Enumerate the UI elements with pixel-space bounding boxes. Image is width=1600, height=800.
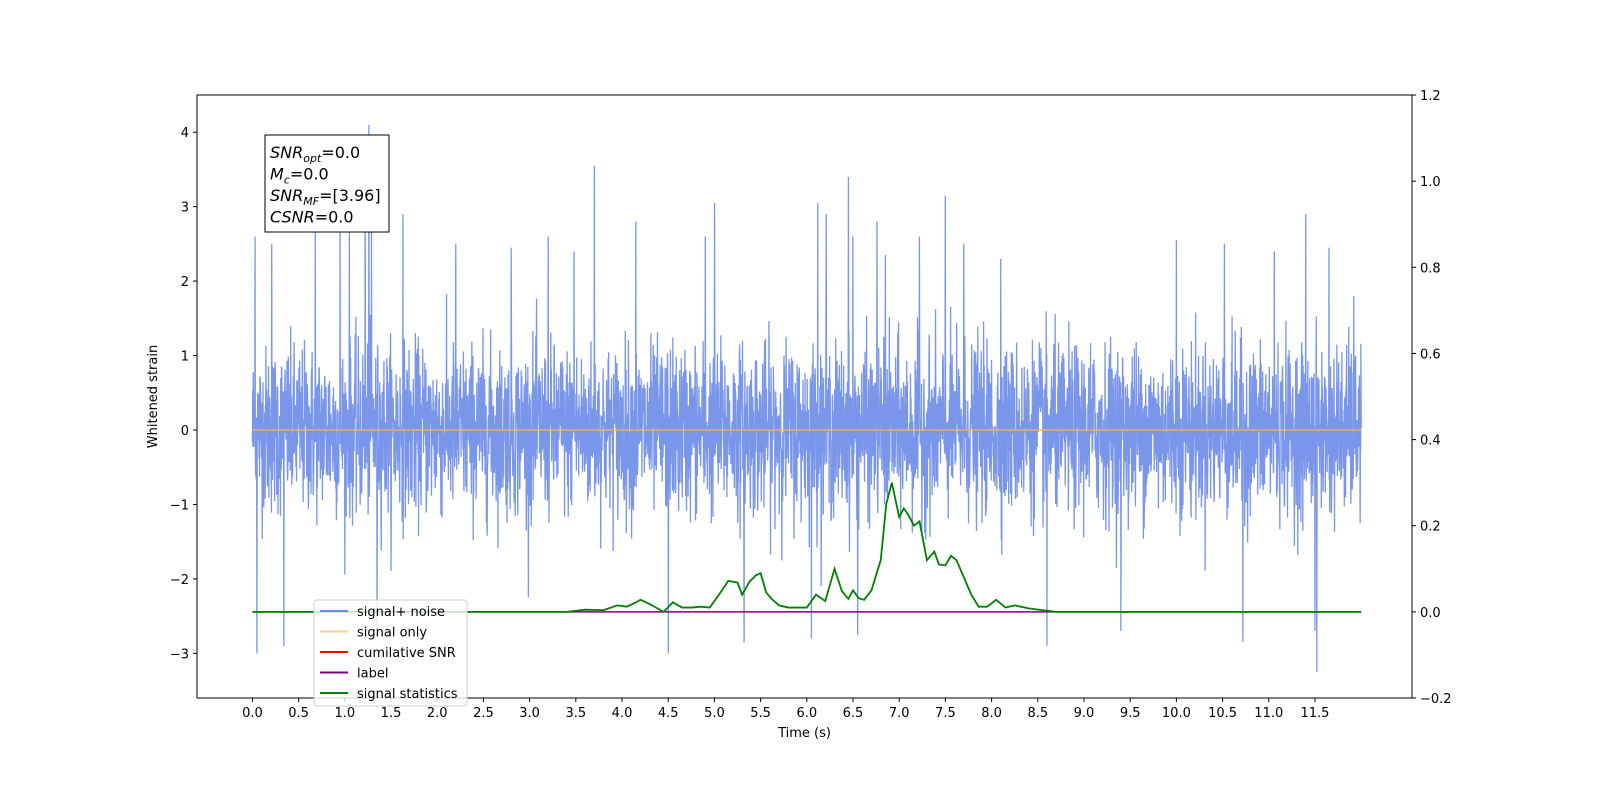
x-tick-label: 10.5 bbox=[1208, 706, 1237, 721]
legend-frame bbox=[313, 599, 468, 707]
x-tick-label: 11.5 bbox=[1301, 706, 1330, 721]
annotation-line: CSNR=0.0 bbox=[270, 208, 354, 227]
annotation-line: SNRopt=0.0 bbox=[270, 143, 360, 165]
x-axis: 0.0 0.5 1.0 1.5 2.0 2.5 3.0 3.5 4.0 4.5 5.0 5.5 6.0 6… bbox=[242, 698, 1329, 721]
y-right-tick-label: 1.0 bbox=[1420, 175, 1441, 190]
x-tick-label: 5.5 bbox=[750, 706, 771, 721]
annotation-value: =0.0 bbox=[321, 143, 360, 162]
legend-label: signal only bbox=[357, 626, 427, 641]
annotation-subscript: MF bbox=[303, 195, 319, 208]
x-tick-label: 3.0 bbox=[519, 706, 540, 721]
y-axis-left: −3 −2 −1 0 1 2 3 4 bbox=[170, 126, 197, 662]
annotation-subscript: c bbox=[284, 174, 290, 187]
x-tick-label: 1.0 bbox=[334, 706, 355, 721]
x-tick-label: 9.0 bbox=[1074, 706, 1095, 721]
annotation-line: Mc=0.0 bbox=[270, 165, 329, 187]
y-right-tick-label: 0.4 bbox=[1420, 434, 1441, 449]
x-tick-label: 2.5 bbox=[473, 706, 494, 721]
y-left-tick-label: −3 bbox=[170, 647, 189, 662]
x-tick-label: 7.0 bbox=[889, 706, 910, 721]
legend-label: signal+ noise bbox=[357, 605, 445, 620]
x-tick-label: 1.5 bbox=[381, 706, 402, 721]
x-tick-label: 11.0 bbox=[1254, 706, 1283, 721]
x-tick-label: 5.0 bbox=[704, 706, 725, 721]
y-left-tick-label: −1 bbox=[170, 498, 189, 513]
x-tick-label: 2.0 bbox=[427, 706, 448, 721]
annotation-value: =0.0 bbox=[290, 165, 329, 184]
annotation-subscript: opt bbox=[303, 152, 322, 165]
annotation-symbol: CSNR bbox=[270, 208, 315, 227]
annotation-symbol: M bbox=[270, 165, 284, 184]
legend-label: cumilative SNR bbox=[357, 646, 456, 661]
x-tick-label: 7.5 bbox=[935, 706, 956, 721]
legend: signal+ noise signal only cumilative SNR la… bbox=[313, 599, 468, 707]
x-axis-label: Time (s) bbox=[777, 726, 831, 741]
annotation-symbol: SNR bbox=[270, 143, 303, 162]
legend-label: label bbox=[357, 667, 388, 682]
x-tick-label: 0.0 bbox=[242, 706, 263, 721]
x-tick-label: 6.0 bbox=[796, 706, 817, 721]
y-right-tick-label: −0.2 bbox=[1420, 692, 1452, 707]
x-tick-label: 4.0 bbox=[612, 706, 633, 721]
y-right-tick-label: 0.6 bbox=[1420, 347, 1441, 362]
y-left-tick-label: 1 bbox=[181, 350, 189, 365]
y-left-tick-label: 3 bbox=[181, 201, 189, 216]
series-signal-statistics-line bbox=[252, 482, 1362, 613]
y-axis-label: Whitened strain bbox=[146, 345, 161, 448]
x-tick-label: 8.0 bbox=[981, 706, 1002, 721]
series-signal-noise-line bbox=[251, 124, 1362, 672]
annotation-value: =[3.96] bbox=[319, 186, 381, 205]
x-tick-label: 10.0 bbox=[1162, 706, 1191, 721]
y-left-tick-label: −2 bbox=[170, 573, 189, 588]
y-right-tick-label: 0.2 bbox=[1420, 520, 1441, 535]
x-tick-label: 4.5 bbox=[658, 706, 679, 721]
y-right-tick-label: 1.2 bbox=[1420, 89, 1441, 104]
y-right-tick-label: 0.0 bbox=[1420, 606, 1441, 621]
y-left-tick-label: 4 bbox=[181, 126, 189, 141]
y-left-tick-label: 0 bbox=[181, 424, 189, 439]
y-right-tick-label: 0.8 bbox=[1420, 261, 1441, 276]
annotation-symbol: SNR bbox=[270, 186, 303, 205]
annotation-value: =0.0 bbox=[315, 208, 354, 227]
legend-label: signal statistics bbox=[357, 687, 458, 702]
x-tick-label: 3.5 bbox=[565, 706, 586, 721]
x-tick-label: 8.5 bbox=[1027, 706, 1048, 721]
x-tick-label: 6.5 bbox=[843, 706, 864, 721]
annotation-line: SNRMF=[3.96] bbox=[270, 186, 381, 208]
y-left-tick-label: 2 bbox=[181, 275, 189, 290]
plot-frame bbox=[196, 94, 1413, 699]
annotation-frame bbox=[264, 134, 390, 233]
x-tick-label: 9.5 bbox=[1120, 706, 1141, 721]
x-tick-label: 0.5 bbox=[288, 706, 309, 721]
y-axis-right: −0.2 0.0 0.2 0.4 0.6 0.8 1.0 1.2 bbox=[1412, 89, 1452, 707]
